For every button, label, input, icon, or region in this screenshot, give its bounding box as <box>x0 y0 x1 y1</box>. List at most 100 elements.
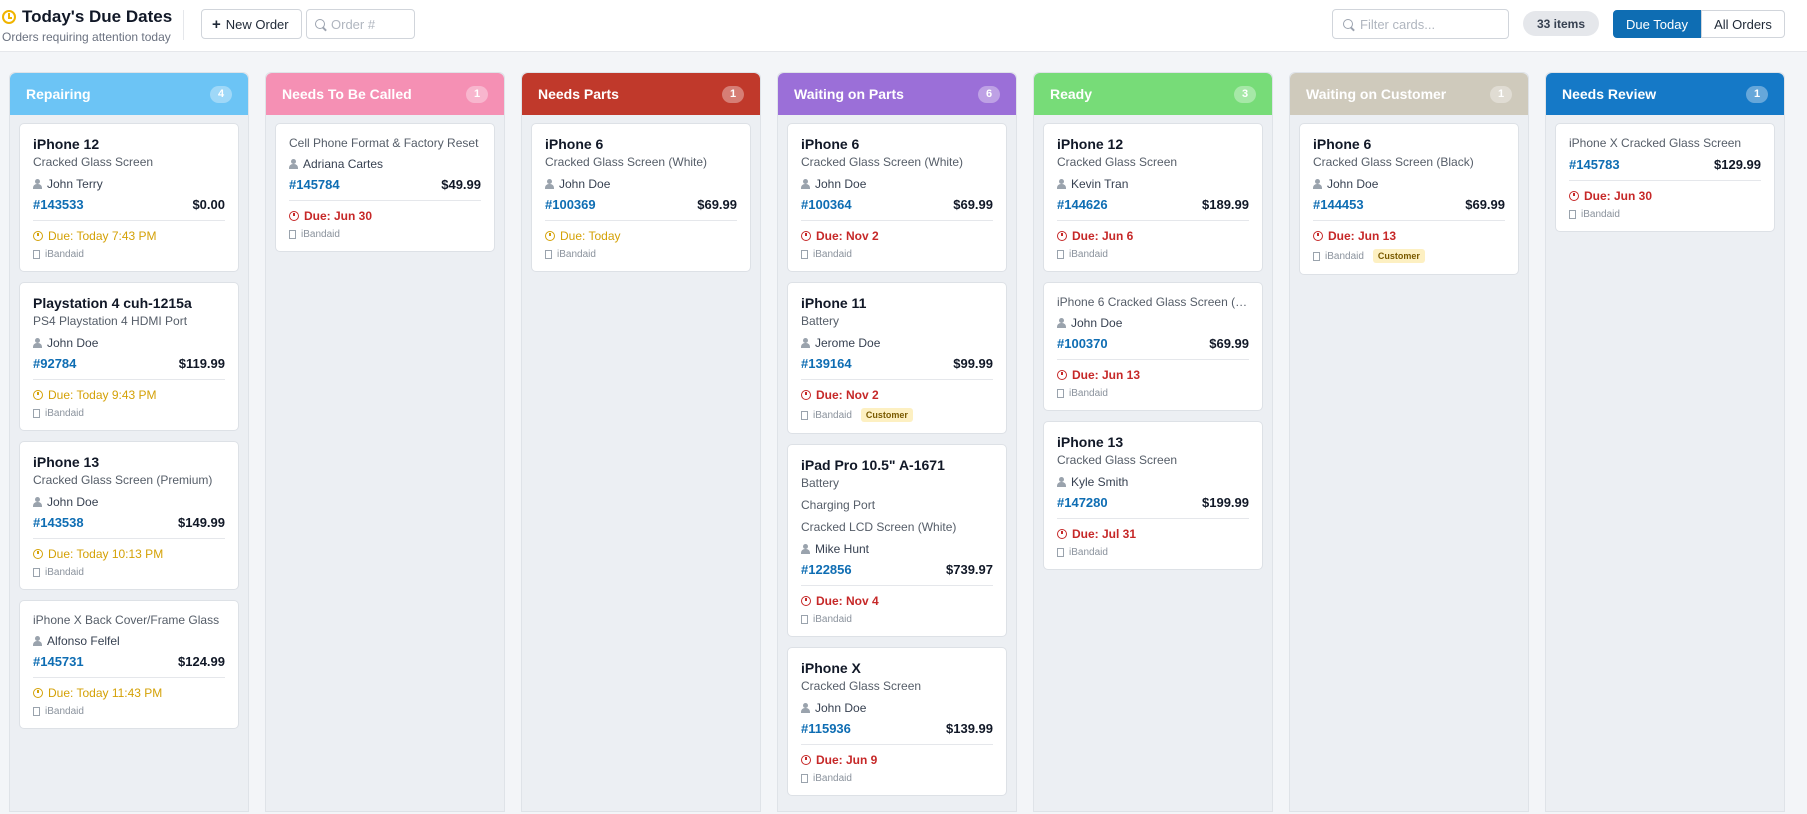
due-date: Due: Today 10:13 PM <box>33 547 225 561</box>
order-price: $69.99 <box>697 197 737 212</box>
column-title: Needs To Be Called <box>282 86 412 102</box>
order-number-link[interactable]: #92784 <box>33 356 77 371</box>
location-name: iBandaid <box>813 409 852 421</box>
order-number-link[interactable]: #139164 <box>801 356 852 371</box>
filter-cards-input[interactable] <box>1360 16 1500 32</box>
column-count-badge: 3 <box>1234 85 1256 103</box>
filter-box[interactable] <box>1332 9 1509 39</box>
due-text: Due: Today <box>560 229 621 243</box>
order-card[interactable]: iPad Pro 10.5" A-1671 Battery Charging Por… <box>787 444 1007 637</box>
location: iBandaid <box>801 249 993 260</box>
order-card[interactable]: iPhone X Cracked Glass Screen John Doe #115… <box>787 647 1007 796</box>
clock-icon <box>289 211 299 221</box>
column-title: Waiting on Customer <box>1306 86 1447 102</box>
service-line: Battery <box>801 476 840 490</box>
customer: John Doe <box>801 177 993 191</box>
order-card[interactable]: iPhone X Cracked Glass Screen #145783 $129… <box>1555 123 1775 232</box>
due-text: Due: Jun 30 <box>1584 189 1653 203</box>
clock-icon <box>1057 529 1067 539</box>
order-number-input[interactable] <box>331 16 409 32</box>
service-line: Charging Port <box>801 498 876 512</box>
service-line: Cell Phone Format & Factory Reset <box>289 136 479 150</box>
due-text: Due: Jun 30 <box>304 209 373 223</box>
location-name: iBandaid <box>1069 547 1108 558</box>
order-card[interactable]: iPhone 6 Cracked Glass Screen (White) John… <box>787 123 1007 272</box>
order-card[interactable]: iPhone 13 Cracked Glass Screen Kyle Smith #… <box>1043 421 1263 570</box>
building-icon <box>801 774 808 783</box>
kanban-column: Ready 3 iPhone 12 Cracked Glass Screen Kevin… <box>1033 72 1273 812</box>
order-number-link[interactable]: #143538 <box>33 515 84 530</box>
order-price: $739.97 <box>946 562 993 577</box>
order-number-link[interactable]: #145731 <box>33 654 84 669</box>
column-title: Waiting on Parts <box>794 86 904 102</box>
order-card[interactable]: Playstation 4 cuh-1215a PS4 Playstation 4… <box>19 282 239 431</box>
customer-name: John Doe <box>1071 316 1123 330</box>
building-icon <box>801 250 808 259</box>
order-card[interactable]: iPhone 6 Cracked Glass Screen (Bla... Joh… <box>1043 282 1263 411</box>
column-count-badge: 1 <box>1490 85 1512 103</box>
location: iBandaid <box>801 773 993 784</box>
location: iBandaid <box>33 567 225 578</box>
kanban-column: Needs To Be Called 1 Cell Phone Format & F… <box>265 72 505 812</box>
column-header[interactable]: Needs Parts 1 <box>522 73 760 115</box>
order-number-link[interactable]: #100369 <box>545 197 596 212</box>
order-card[interactable]: iPhone 6 Cracked Glass Screen (White) John… <box>531 123 751 272</box>
order-number-link[interactable]: #145784 <box>289 177 340 192</box>
building-icon <box>33 707 40 716</box>
order-card[interactable]: Cell Phone Format & Factory Reset Adriana… <box>275 123 495 252</box>
order-row: #122856 $739.97 <box>801 562 993 586</box>
due-text: Due: Today 11:43 PM <box>48 686 163 700</box>
tab-due-today[interactable]: Due Today <box>1613 10 1701 38</box>
building-icon <box>545 250 552 259</box>
order-number-link[interactable]: #144626 <box>1057 197 1108 212</box>
order-card[interactable]: iPhone 12 Cracked Glass Screen Kevin Tran #… <box>1043 123 1263 272</box>
clock-icon <box>33 688 43 698</box>
order-row: #145783 $129.99 <box>1569 157 1761 181</box>
due-date: Due: Jun 9 <box>801 753 993 767</box>
clock-icon <box>33 549 43 559</box>
building-icon <box>801 615 808 624</box>
order-card[interactable]: iPhone X Back Cover/Frame Glass Alfonso F… <box>19 600 239 729</box>
kanban-board: Repairing 4 iPhone 12 Cracked Glass Screen J… <box>9 72 1785 812</box>
column-header[interactable]: Repairing 4 <box>10 73 248 115</box>
due-date: Due: Nov 4 <box>801 594 993 608</box>
order-number-link[interactable]: #100370 <box>1057 336 1108 351</box>
order-number-link[interactable]: #147280 <box>1057 495 1108 510</box>
new-order-button[interactable]: + New Order <box>201 9 302 39</box>
due-text: Due: Jun 6 <box>1072 229 1134 243</box>
order-card[interactable]: iPhone 13 Cracked Glass Screen (Premium) J… <box>19 441 239 590</box>
order-number-link[interactable]: #143533 <box>33 197 84 212</box>
order-number-link[interactable]: #145783 <box>1569 157 1620 172</box>
user-icon <box>1313 179 1322 189</box>
due-date: Due: Today 11:43 PM <box>33 686 225 700</box>
column-header[interactable]: Needs To Be Called 1 <box>266 73 504 115</box>
due-date: Due: Jun 30 <box>1569 189 1761 203</box>
device-name: iPad Pro 10.5" A-1671 <box>801 457 945 473</box>
due-date: Due: Nov 2 <box>801 388 993 402</box>
due-text: Due: Today 9:43 PM <box>48 388 157 402</box>
tab-all-orders[interactable]: All Orders <box>1701 10 1785 38</box>
column-header[interactable]: Ready 3 <box>1034 73 1272 115</box>
order-card[interactable]: iPhone 6 Cracked Glass Screen (Black) John… <box>1299 123 1519 275</box>
service-line: Cracked Glass Screen <box>1057 453 1178 467</box>
order-number-link[interactable]: #100364 <box>801 197 852 212</box>
column-header[interactable]: Waiting on Customer 1 <box>1290 73 1528 115</box>
location: iBandaid <box>545 249 737 260</box>
order-search-box[interactable] <box>306 9 415 39</box>
column-header[interactable]: Waiting on Parts 6 <box>778 73 1016 115</box>
order-card[interactable]: iPhone 11 Battery Jerome Doe #139164 $99.99 D… <box>787 282 1007 434</box>
location-name: iBandaid <box>45 249 84 260</box>
order-number-link[interactable]: #144453 <box>1313 197 1364 212</box>
user-icon <box>801 544 810 554</box>
order-card[interactable]: iPhone 12 Cracked Glass Screen John Terry #… <box>19 123 239 272</box>
building-icon <box>33 568 40 577</box>
order-number-link[interactable]: #122856 <box>801 562 852 577</box>
service-line: Cracked Glass Screen <box>1057 155 1178 169</box>
location: iBandaid <box>1569 209 1761 220</box>
order-price: $199.99 <box>1202 495 1249 510</box>
customer: Adriana Cartes <box>289 157 481 171</box>
column-header[interactable]: Needs Review 1 <box>1546 73 1784 115</box>
due-text: Due: Today 7:43 PM <box>48 229 157 243</box>
page-heading: Today's Due Dates Orders requiring atten… <box>2 7 172 44</box>
order-number-link[interactable]: #115936 <box>801 721 851 736</box>
